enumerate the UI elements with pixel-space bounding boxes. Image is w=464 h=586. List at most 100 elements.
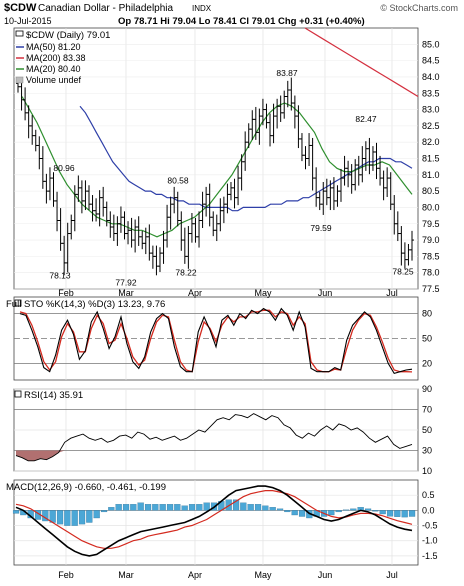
macd-hist-bar xyxy=(328,510,335,516)
rsi-tick-label: 50 xyxy=(422,425,432,435)
stochastic-axis: 20 50 80 xyxy=(422,309,432,369)
macd-tick-label: -1.0 xyxy=(422,536,438,546)
legend-ma50: MA(50) 81.20 xyxy=(26,42,81,52)
macd-hist-bar xyxy=(364,508,372,511)
rsi-line xyxy=(15,413,413,462)
macd-hist-bar xyxy=(386,510,394,517)
legend-ma20: MA(20) 80.40 xyxy=(26,64,81,74)
ohlc-bars xyxy=(16,77,414,276)
macd-hist-bar xyxy=(115,504,122,511)
legend-main: $CDW (Daily) 79.01 xyxy=(26,30,110,41)
price-tick-label: 78.5 xyxy=(422,251,440,261)
price-tick-label: 80.0 xyxy=(422,202,440,212)
price-annotation: 80.58 xyxy=(167,176,189,186)
chart-exchange: INDX xyxy=(192,4,212,13)
price-tick-label: 80.5 xyxy=(422,186,440,196)
macd-hist-bar xyxy=(291,510,298,516)
macd-tick-label: 0.0 xyxy=(422,505,435,515)
macd-hist-bar xyxy=(130,504,137,511)
x-label-price: Jun xyxy=(318,288,333,298)
price-tick-label: 81.5 xyxy=(422,154,440,164)
price-tick-label: 84.5 xyxy=(422,56,440,66)
rsi-title: RSI(14) 35.91 xyxy=(24,390,83,401)
price-tick-label: 85.0 xyxy=(422,39,440,49)
sto-title: Full STO %K(14,3) %D(3) 13.23, 9.76 xyxy=(6,299,165,310)
macd-hist-bar xyxy=(78,510,86,525)
macd-hist-bar xyxy=(86,510,93,523)
price-tick-label: 83.5 xyxy=(422,88,440,98)
macd-hist-bar xyxy=(188,504,196,511)
rsi-legend-icon xyxy=(14,390,22,398)
price-annotation: 77.92 xyxy=(115,277,137,287)
x-label-price: Apr xyxy=(188,288,202,298)
stochastic-panel: 20 50 80 Full STO %K(14,3) %D(3) 13.23, 9.… xyxy=(6,299,432,375)
macd-hist-bar xyxy=(408,510,416,517)
macd-hist-bar xyxy=(284,510,291,513)
macd-hist-bar xyxy=(240,502,247,511)
price-tick-label: 82.0 xyxy=(422,137,440,147)
watermark: © StockCharts.com xyxy=(380,3,458,13)
macd-lines xyxy=(15,485,413,557)
macd-hist-bar xyxy=(379,510,386,515)
sto-legend-icon xyxy=(14,299,22,307)
x-label: Jul xyxy=(386,570,398,580)
macd-hist-bar xyxy=(56,510,64,525)
x-label: Mar xyxy=(118,570,134,580)
price-annotation: 78.25 xyxy=(392,267,414,277)
sto-tick-label: 80 xyxy=(422,309,432,319)
macd-hist-bar xyxy=(64,510,71,526)
macd-hist-bar xyxy=(342,509,350,511)
ma200-series xyxy=(304,27,419,98)
price-tick-label: 79.0 xyxy=(422,235,440,245)
macd-hist-bar xyxy=(196,504,203,511)
legend-ohlc-icon xyxy=(15,30,24,37)
price-annotation: 78.22 xyxy=(175,268,197,278)
price-annotation: 78.13 xyxy=(49,270,71,280)
macd-series xyxy=(15,485,413,557)
price-tick-label: 83.0 xyxy=(422,105,440,115)
rsi-series xyxy=(15,413,413,462)
macd-hist-bar xyxy=(152,504,159,511)
x-label-price: Feb xyxy=(58,288,74,298)
price-tick-label: 81.0 xyxy=(422,170,440,180)
ma20-series xyxy=(21,96,413,238)
rsi-axis: 10 30 50 70 90 xyxy=(422,384,432,476)
x-label: Apr xyxy=(188,570,202,580)
macd-tick-label: -0.5 xyxy=(422,521,438,531)
price-annotation: 80.96 xyxy=(53,163,75,173)
x-label-price: May xyxy=(254,288,272,298)
macd-hist-bar xyxy=(247,504,254,511)
sto-tick-label: 20 xyxy=(422,358,432,368)
macd-hist-bar xyxy=(372,510,379,512)
x-label: Jun xyxy=(318,570,333,580)
macd-hist-bar xyxy=(174,504,181,511)
macd-hist-bar xyxy=(298,510,306,517)
price-annotation: 83.87 xyxy=(276,68,298,78)
price-panel: 80.96 78.13 77.92 80.58 78.22 83.87 79.59 82.47… xyxy=(16,27,440,294)
chart-name: Canadian Dollar - Philadelphia xyxy=(38,3,174,14)
rsi-oversold-fill xyxy=(16,450,65,461)
macd-hist-bar xyxy=(93,510,100,519)
macd-hist-bar xyxy=(181,505,188,511)
price-tick-label: 82.5 xyxy=(422,121,440,131)
macd-hist-bar xyxy=(159,504,166,511)
rsi-panel: 10 30 50 70 90 RSI(14) 35.91 xyxy=(14,384,432,476)
ma50-series xyxy=(79,105,413,212)
macd-hist-bar xyxy=(122,504,130,511)
x-label-price: Mar xyxy=(118,288,134,298)
x-label: Feb xyxy=(58,570,74,580)
price-tick-label: 77.5 xyxy=(422,284,440,294)
x-label: May xyxy=(254,570,272,580)
macd-hist-bar xyxy=(401,510,408,518)
rsi-tick-label: 90 xyxy=(422,384,432,394)
ma200-line xyxy=(304,27,419,98)
price-annotations: 80.96 78.13 77.92 80.58 78.22 83.87 79.59 82.47… xyxy=(49,68,414,287)
ma20-line xyxy=(21,96,413,238)
legend-ma200: MA(200) 83.38 xyxy=(26,53,86,63)
macd-hist-bar xyxy=(269,507,276,511)
macd-hist-bar xyxy=(137,502,144,511)
ohlc-bar xyxy=(410,230,414,261)
rsi-tick-label: 70 xyxy=(422,405,432,415)
ma50-line xyxy=(79,105,413,212)
